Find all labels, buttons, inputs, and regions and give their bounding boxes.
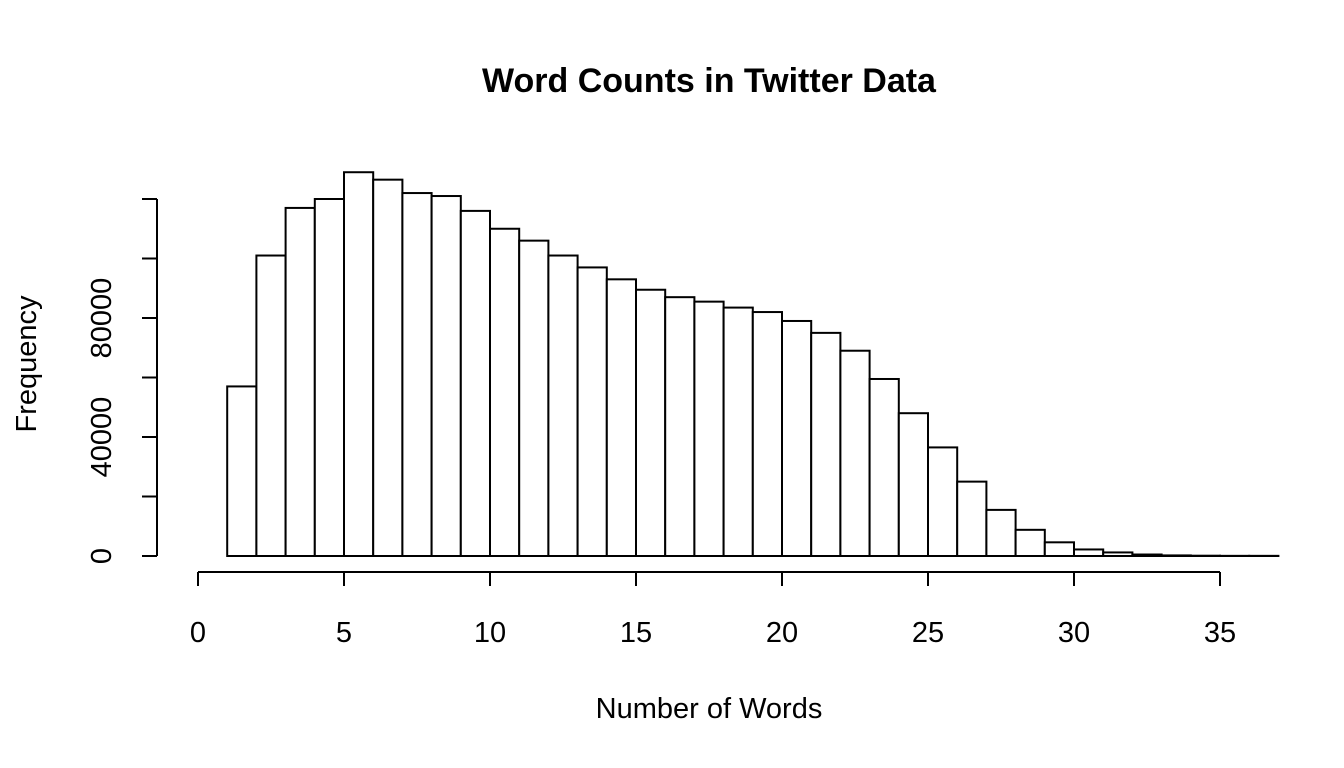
histogram-bar bbox=[1160, 554, 1192, 558]
histogram-bars bbox=[226, 171, 1280, 558]
histogram-bar bbox=[372, 178, 404, 557]
y-axis-ticks: 0 40000 80000 bbox=[86, 198, 157, 564]
x-axis-label: Number of Words bbox=[596, 693, 823, 725]
histogram-bar bbox=[1014, 528, 1046, 558]
y-tick-label: 40000 bbox=[86, 397, 118, 478]
histogram-bar bbox=[459, 209, 491, 557]
histogram-bar bbox=[1073, 548, 1105, 558]
x-tick-label: 5 bbox=[336, 617, 352, 649]
x-tick-label: 35 bbox=[1204, 617, 1236, 649]
histogram-bar bbox=[664, 296, 696, 557]
histogram-bar bbox=[810, 331, 842, 557]
x-tick-label: 25 bbox=[912, 617, 944, 649]
x-axis-ticks: 0 5 10 15 20 25 30 35 bbox=[190, 572, 1236, 649]
histogram-bar bbox=[1102, 551, 1134, 557]
histogram-bar bbox=[868, 377, 900, 557]
histogram-bar bbox=[576, 266, 608, 557]
x-tick-label: 20 bbox=[766, 617, 798, 649]
histogram-bar bbox=[284, 206, 316, 558]
x-tick-label: 15 bbox=[620, 617, 652, 649]
histogram-bar bbox=[1131, 553, 1163, 558]
histogram-bar bbox=[313, 198, 345, 557]
histogram-bar bbox=[605, 278, 637, 557]
histogram-bar bbox=[635, 288, 667, 557]
x-tick-label: 0 bbox=[190, 617, 206, 649]
histogram-bar bbox=[985, 508, 1017, 558]
histogram-bar bbox=[547, 254, 579, 557]
histogram-bar bbox=[343, 171, 375, 557]
chart-title: Word Counts in Twitter Data bbox=[482, 62, 937, 100]
histogram-bar bbox=[722, 306, 754, 557]
histogram-bar bbox=[401, 192, 433, 558]
histogram-bar bbox=[897, 412, 929, 558]
y-tick-label: 0 bbox=[86, 548, 118, 564]
histogram-bar bbox=[226, 385, 258, 557]
histogram-bar bbox=[1043, 541, 1076, 558]
x-tick-label: 10 bbox=[474, 617, 506, 649]
histogram-bar bbox=[693, 300, 725, 558]
histogram-bar bbox=[781, 319, 813, 557]
histogram-bar bbox=[839, 349, 871, 557]
y-axis-label: Frequency bbox=[11, 295, 43, 433]
histogram-bar bbox=[751, 311, 783, 557]
histogram-bar bbox=[255, 254, 287, 557]
x-tick-label: 30 bbox=[1058, 617, 1090, 649]
histogram-bar bbox=[518, 239, 550, 557]
histogram-bar bbox=[489, 227, 521, 557]
histogram-bar bbox=[956, 480, 988, 557]
histogram-bar bbox=[927, 446, 959, 558]
y-tick-label: 80000 bbox=[86, 278, 118, 359]
histogram-bar bbox=[430, 195, 462, 557]
